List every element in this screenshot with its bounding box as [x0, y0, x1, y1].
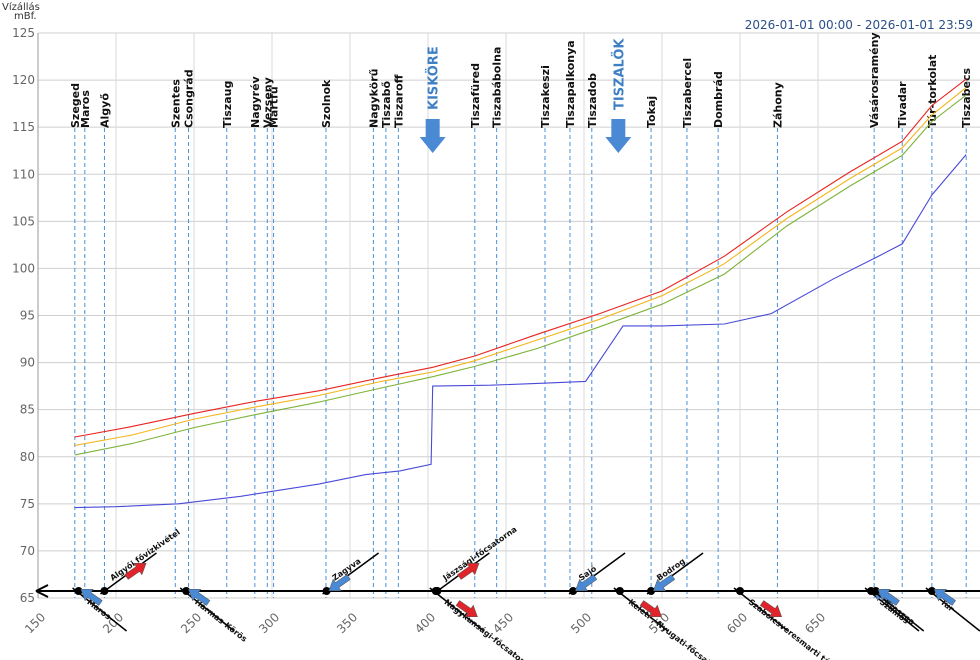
station-label: Tokaj [645, 96, 658, 128]
outflow-arrow-icon [639, 600, 662, 618]
dam-arrow-icon [419, 119, 446, 153]
y-tick-label: 90 [20, 356, 35, 370]
y-tick-label: 105 [12, 214, 35, 228]
inflow-arrow-icon [575, 574, 598, 592]
x-tick-label: 300 [256, 610, 282, 636]
inflow-arrow-icon [653, 574, 676, 592]
station-label: Tiszabábolna [491, 47, 504, 128]
station-label: Vezseny [261, 77, 274, 128]
dam-label: KISKÖRE [426, 46, 442, 110]
series-line [74, 154, 967, 509]
x-tick-label: 650 [802, 610, 828, 636]
outflow-arrow-icon [457, 562, 480, 580]
tributary-line [733, 587, 789, 632]
tributary-label: Jászsági-főcsatorna [441, 525, 519, 583]
outflow-arrow-icon [455, 600, 478, 618]
x-tick-label: 350 [334, 610, 360, 636]
inflow-arrow-icon [877, 588, 900, 606]
station-label: Szeged [69, 83, 82, 128]
tributary-line [869, 587, 925, 632]
station-label: Tiszapalkonya [564, 40, 577, 128]
station-label: Martfű [268, 86, 281, 128]
dams: KISKÖRE TISZALÖK [419, 38, 632, 153]
series-line [74, 94, 967, 456]
y-tick-label: 95 [20, 309, 35, 323]
series-lines [74, 78, 967, 509]
tributary-line [613, 587, 669, 632]
station-label: Nagyrév [249, 75, 262, 128]
dam-arrow-icon [605, 119, 632, 153]
station-label: Nagykörű [367, 68, 380, 128]
tributary-line [72, 587, 128, 632]
station-label: Tiszafüred [469, 63, 482, 128]
x-tick-label: 500 [568, 610, 594, 636]
y-tick-label: 110 [12, 167, 35, 181]
series-line [74, 87, 967, 446]
station-label: Dombrád [712, 71, 725, 128]
station-label: Tiszadob [586, 73, 599, 128]
tributary-line [864, 587, 920, 632]
station-label: Csongrád [183, 69, 196, 128]
tributary-label: Nagykunsági-főcsatorna [443, 597, 535, 660]
x-tick-label: 250 [178, 610, 204, 636]
y-axis-title: Vízállás mBf. [2, 1, 40, 22]
y-tick-label: 65 [20, 591, 35, 605]
station-label: Tiszaroff [392, 74, 405, 128]
x-tick-label: 400 [412, 610, 438, 636]
tributary-line [179, 587, 235, 632]
x-tick-labels: 150200250300350400450500550600650 [22, 610, 828, 636]
tributary-label: Algyői fővízkivétel [108, 527, 182, 583]
inflow-arrow-icon [188, 588, 211, 606]
time-range: 2026-01-01 00:00 - 2026-01-01 23:59 [745, 18, 973, 32]
y-tick-label: 85 [20, 403, 35, 417]
inflow-arrow-icon [80, 588, 103, 606]
station-label: Tiszabercel [681, 58, 694, 128]
station-label: Tiszabő [380, 80, 393, 128]
inflow-arrow-icon [328, 574, 351, 592]
dam-label: TISZALÖK [611, 38, 627, 110]
tributary-line [429, 587, 485, 632]
station-label: Algyő [98, 93, 111, 128]
y-axis-title-line: mBf. [14, 11, 37, 22]
outflow-arrow-icon [759, 600, 783, 618]
confluence-dot [736, 587, 744, 595]
x-tick-label: 600 [724, 610, 750, 636]
y-axis-title-line: Vízállás [2, 1, 40, 13]
station-label: Záhony [771, 82, 784, 128]
y-tick-label: 70 [20, 544, 35, 558]
station-label: Szentes [169, 79, 182, 128]
y-tick-label: 125 [12, 26, 35, 40]
station-label: Tiszabecs [960, 67, 973, 128]
inflow-arrow-icon [933, 588, 956, 606]
grid [37, 32, 980, 599]
station-label: Tiszakeszi [539, 65, 552, 128]
y-tick-label: 100 [12, 261, 35, 275]
station-label: Tiszaug [221, 81, 234, 128]
station-label: Maros [79, 90, 92, 128]
x-tick-label: 150 [22, 610, 48, 636]
series-line [74, 78, 967, 438]
y-tick-label: 80 [20, 450, 35, 464]
station-label: Vásárosramény [868, 32, 881, 128]
y-tick-label: 75 [20, 497, 35, 511]
y-tick-label: 120 [12, 73, 35, 87]
confluence-dot [431, 587, 440, 595]
confluence-dot [615, 587, 624, 595]
arrow-left-icon [35, 584, 49, 598]
tributary-line [925, 587, 980, 632]
outflow-arrow-icon [124, 562, 147, 580]
station-label: Tivadar [896, 81, 909, 128]
station-label: Szolnok [320, 79, 333, 128]
y-tick-labels: 65 70 75 80 85 90 95 100 105 110 115 120 125 [12, 26, 35, 605]
y-tick-label: 115 [12, 120, 35, 134]
